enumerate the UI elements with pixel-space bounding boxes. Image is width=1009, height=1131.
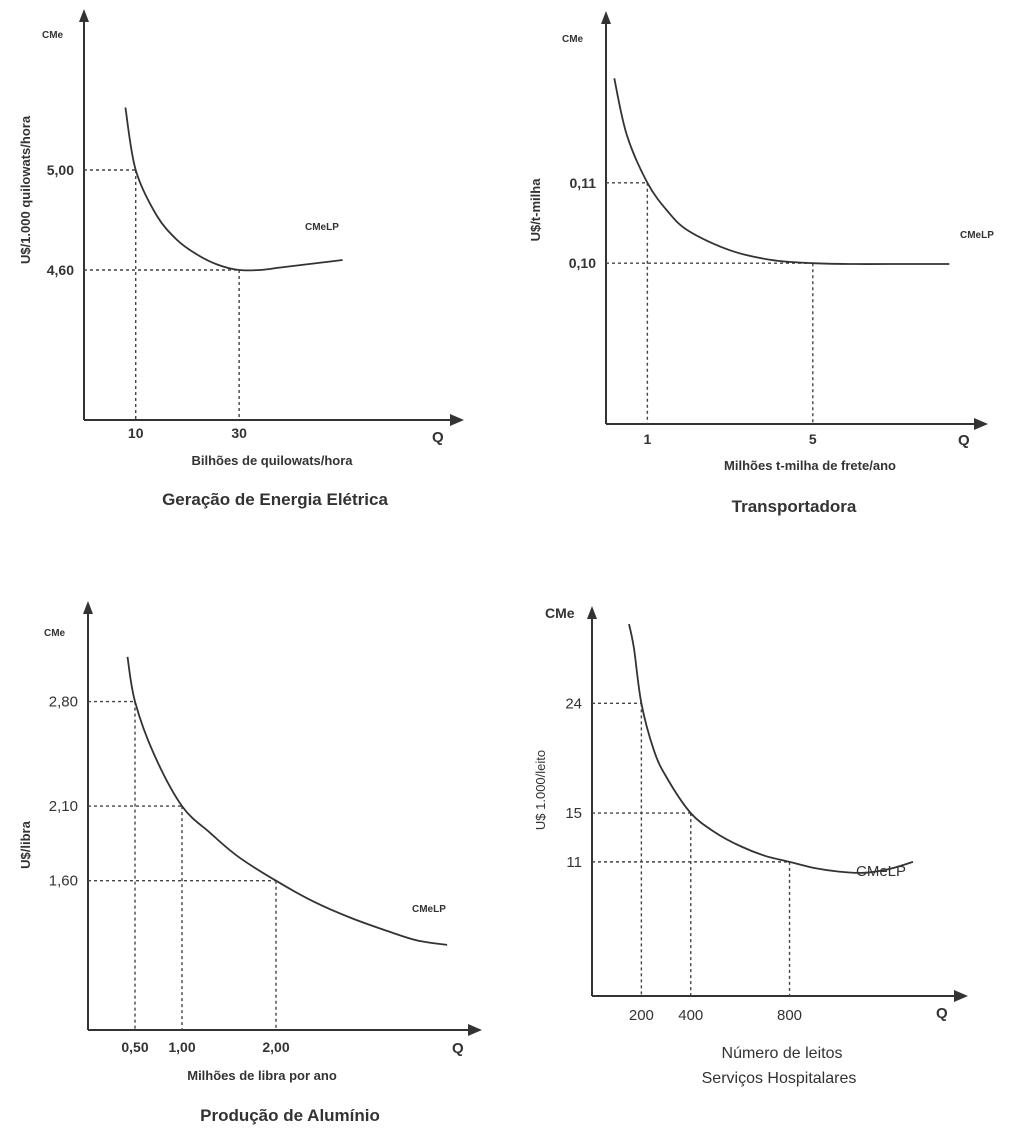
y-tick-label: 24 <box>565 695 582 712</box>
y-axis-arrow <box>79 9 89 22</box>
y-axis-arrow <box>601 11 611 24</box>
y-axis-title: CMe <box>44 628 66 639</box>
curve-label: CMeLP <box>305 222 339 233</box>
y-tick-label: 1,60 <box>49 873 78 890</box>
cmelp-curve <box>124 107 343 272</box>
y-tick-labels: 0,10 0,11 <box>569 175 596 271</box>
x-axis-label: Número de leitos <box>722 1045 843 1062</box>
x-axis-label: Milhões t-milha de frete/ano <box>724 458 896 473</box>
x-tick-label: 0,50 <box>121 1039 148 1055</box>
y-tick-label: 0,10 <box>569 255 596 271</box>
y-tick-label: 4,60 <box>47 262 74 278</box>
cmelp-curve <box>613 78 950 265</box>
y-tick-label: 15 <box>565 805 582 822</box>
guide-lines <box>606 182 814 424</box>
chart-title: Transportadora <box>732 497 857 516</box>
x-tick-labels: 10 30 <box>128 425 247 441</box>
cmelp-curve <box>126 656 448 946</box>
x-axis-title: Q <box>936 1005 948 1022</box>
y-tick-label: 2,10 <box>49 798 78 815</box>
y-tick-label: 2,80 <box>49 694 78 711</box>
x-tick-label: 30 <box>231 425 247 441</box>
x-axis-arrow <box>954 990 968 1002</box>
x-axis-title: Q <box>452 1040 464 1057</box>
y-axis-label: U$/libra <box>18 820 33 868</box>
x-tick-labels: 0,50 1,00 2,00 <box>121 1039 289 1055</box>
y-tick-label: 11 <box>566 854 582 871</box>
y-axis-arrow <box>83 601 93 614</box>
curve-label: CMeLP <box>412 904 446 915</box>
x-tick-label: 1 <box>643 431 651 447</box>
y-axis-title: CMe <box>562 34 584 45</box>
x-tick-label: 2,00 <box>262 1039 289 1055</box>
panel-aluminio: 1,60 2,10 2,80 0,50 1,00 2,00 CMe Q CMeLP U$… <box>18 601 482 1125</box>
x-tick-label: 1,00 <box>168 1039 195 1055</box>
x-axis-arrow <box>974 418 988 430</box>
x-tick-label: 800 <box>777 1007 802 1024</box>
y-tick-labels: 4,60 5,00 <box>47 162 74 278</box>
x-tick-label: 200 <box>629 1007 654 1024</box>
x-tick-label: 5 <box>809 431 817 447</box>
chart-title: Serviços Hospitalares <box>702 1070 857 1087</box>
x-tick-label: 10 <box>128 425 144 441</box>
curve-label: CMeLP <box>960 230 994 241</box>
x-tick-labels: 200 400 800 <box>629 1007 802 1024</box>
cmelp-curve <box>628 623 914 874</box>
guide-lines <box>88 700 277 1030</box>
x-axis-title: Q <box>432 429 444 446</box>
y-tick-labels: 1,60 2,10 2,80 <box>49 694 78 890</box>
x-axis-arrow <box>450 414 464 426</box>
y-tick-label: 5,00 <box>47 162 74 178</box>
x-axis-arrow <box>468 1024 482 1036</box>
y-axis-arrow <box>587 606 597 619</box>
y-axis-label: U$ 1.000/leito <box>533 750 548 830</box>
guide-lines <box>592 702 791 996</box>
curve-label: CMeLP <box>856 863 906 880</box>
y-axis-label: U$/t-milha <box>528 178 543 242</box>
y-axis-title: CMe <box>42 30 64 41</box>
guide-lines <box>84 169 240 420</box>
y-tick-labels: 11 15 24 <box>565 695 582 871</box>
x-axis-title: Q <box>958 432 970 449</box>
y-tick-label: 0,11 <box>570 175 597 191</box>
x-tick-label: 400 <box>678 1007 703 1024</box>
panel-hospitalares: 11 15 24 200 400 800 CMe Q CMeLP U$ 1.000/le… <box>533 605 968 1087</box>
chart-title: Geração de Energia Elétrica <box>162 490 388 509</box>
panel-energia: 4,60 5,00 10 30 CMe Q CMeLP U$/1.000 quilo… <box>18 9 464 509</box>
x-axis-label: Milhões de libra por ano <box>187 1068 337 1083</box>
y-axis-title: CMe <box>545 605 575 621</box>
chart-title: Produção de Alumínio <box>200 1106 380 1125</box>
x-axis-label: Bilhões de quilowats/hora <box>191 453 353 468</box>
y-axis-label: U$/1.000 quilowats/hora <box>18 115 33 264</box>
